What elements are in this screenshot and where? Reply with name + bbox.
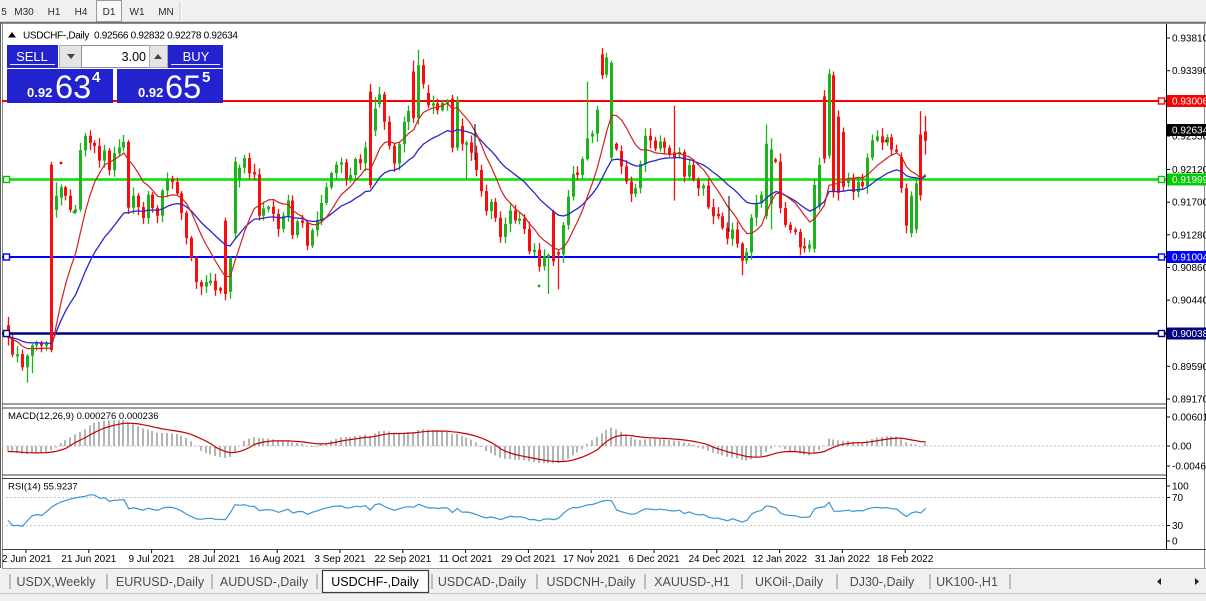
svg-text:11 Oct 2021: 11 Oct 2021 — [439, 554, 493, 565]
svg-text:0.89590: 0.89590 — [1172, 362, 1206, 373]
svg-text:XAUUSD-,H1: XAUUSD-,H1 — [654, 575, 730, 589]
svg-text:0.92634: 0.92634 — [1172, 126, 1206, 137]
svg-text:5: 5 — [1, 7, 7, 18]
svg-text:24 Dec 2021: 24 Dec 2021 — [688, 554, 745, 565]
svg-text:0.93810: 0.93810 — [1172, 34, 1206, 45]
svg-text:UK100-,H1: UK100-,H1 — [936, 575, 998, 589]
svg-text:M30: M30 — [14, 7, 34, 18]
svg-text:6 Dec 2021: 6 Dec 2021 — [628, 554, 680, 565]
svg-text:70: 70 — [1172, 493, 1184, 504]
svg-text:EURUSD-,Daily: EURUSD-,Daily — [116, 575, 205, 589]
svg-text:18 Feb 2022: 18 Feb 2022 — [877, 554, 934, 565]
svg-text:W1: W1 — [130, 7, 145, 18]
svg-text:28 Jul 2021: 28 Jul 2021 — [189, 554, 241, 565]
svg-text:USDX,Weekly: USDX,Weekly — [17, 575, 97, 589]
svg-text:BUY: BUY — [183, 49, 210, 64]
svg-text:22 Sep 2021: 22 Sep 2021 — [374, 554, 431, 565]
svg-text:0.92550: 0.92550 — [1172, 132, 1206, 143]
svg-text:5: 5 — [202, 69, 210, 86]
svg-text:0.90440: 0.90440 — [1172, 296, 1206, 307]
svg-text:-0.00464: -0.00464 — [1172, 462, 1206, 473]
svg-text:65: 65 — [165, 69, 201, 105]
svg-text:0.00: 0.00 — [1172, 442, 1192, 453]
svg-text:D1: D1 — [103, 7, 116, 18]
svg-text:29 Oct 2021: 29 Oct 2021 — [501, 554, 556, 565]
svg-text:DJ30-,Daily: DJ30-,Daily — [850, 575, 915, 589]
svg-text:0.00601: 0.00601 — [1172, 413, 1206, 424]
svg-text:MACD(12,26,9) 0.000276 0.00023: MACD(12,26,9) 0.000276 0.000236 — [8, 411, 159, 422]
svg-text:30: 30 — [1172, 521, 1184, 532]
svg-text:0.92: 0.92 — [27, 85, 52, 100]
svg-text:0.93390: 0.93390 — [1172, 66, 1206, 77]
svg-text:MN: MN — [158, 7, 174, 18]
svg-text:USDCHF-,Daily 0.92566 0.92832: USDCHF-,Daily 0.92566 0.92832 0.92278 0.… — [23, 31, 238, 42]
svg-text:0.90860: 0.90860 — [1172, 263, 1206, 274]
svg-text:0.90038: 0.90038 — [1172, 329, 1206, 340]
svg-text:3.00: 3.00 — [122, 50, 146, 64]
svg-text:12 Jan 2022: 12 Jan 2022 — [752, 554, 807, 565]
svg-text:0.89170: 0.89170 — [1172, 395, 1206, 406]
svg-text:USDCHF-,Daily: USDCHF-,Daily — [331, 575, 419, 589]
svg-text:0.91280: 0.91280 — [1172, 230, 1206, 241]
svg-text:31 Jan 2022: 31 Jan 2022 — [815, 554, 870, 565]
svg-text:3 Sep 2021: 3 Sep 2021 — [314, 554, 366, 565]
svg-text:16 Aug 2021: 16 Aug 2021 — [249, 554, 306, 565]
svg-text:SELL: SELL — [16, 49, 48, 64]
svg-text:100: 100 — [1172, 482, 1189, 493]
svg-text:0.92120: 0.92120 — [1172, 165, 1206, 176]
svg-text:H1: H1 — [48, 7, 61, 18]
svg-text:0: 0 — [1172, 537, 1178, 548]
svg-text:2 Jun 2021: 2 Jun 2021 — [2, 554, 52, 565]
svg-text:9 Jul 2021: 9 Jul 2021 — [129, 554, 176, 565]
svg-text:H4: H4 — [75, 7, 88, 18]
svg-text:USDCNH-,Daily: USDCNH-,Daily — [547, 575, 637, 589]
svg-text:21 Jun 2021: 21 Jun 2021 — [61, 554, 116, 565]
svg-text:0.93006: 0.93006 — [1172, 97, 1206, 108]
svg-text:4: 4 — [92, 69, 101, 86]
svg-text:RSI(14) 55.9237: RSI(14) 55.9237 — [8, 482, 78, 493]
svg-text:0.91004: 0.91004 — [1172, 253, 1206, 264]
svg-text:0.91700: 0.91700 — [1172, 198, 1206, 209]
svg-text:0.92: 0.92 — [138, 85, 163, 100]
svg-text:17 Nov 2021: 17 Nov 2021 — [563, 554, 620, 565]
svg-text:UKOil-,Daily: UKOil-,Daily — [755, 575, 824, 589]
svg-text:USDCAD-,Daily: USDCAD-,Daily — [438, 575, 527, 589]
svg-text:63: 63 — [55, 69, 91, 105]
svg-text:AUDUSD-,Daily: AUDUSD-,Daily — [220, 575, 309, 589]
svg-text:0.91999: 0.91999 — [1172, 175, 1206, 186]
